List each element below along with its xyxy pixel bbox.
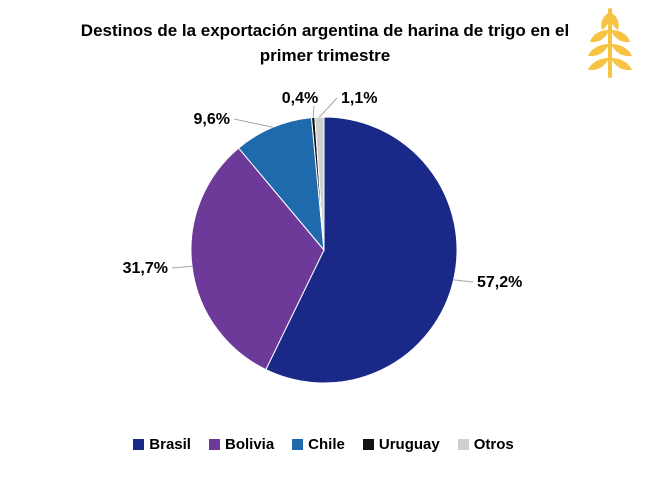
legend-item-brasil: Brasil: [133, 436, 191, 453]
leader-line-otros: [319, 97, 338, 118]
legend-label-bolivia: Bolivia: [224, 436, 275, 453]
leader-line-chile: [233, 118, 273, 128]
pie-slice-chile: [237, 117, 325, 252]
legend-swatch-brasil: [133, 439, 145, 450]
data-label-bolivia: 31,7%: [123, 260, 168, 277]
data-label-otros: 1,1%: [341, 90, 377, 107]
data-label-chile: 9,6%: [194, 111, 230, 128]
legend: Brasil Bolivia Chile Uruguay Otros: [0, 436, 647, 453]
chart-title: Destinos de la exportación argentina de …: [80, 21, 570, 65]
legend-label-uruguay: Uruguay: [378, 436, 440, 453]
legend-label-brasil: Brasil: [149, 436, 191, 453]
leader-line-brasil: [453, 279, 474, 283]
wheat-logo-icon: [588, 8, 632, 78]
data-label-brasil: 57,2%: [477, 274, 522, 291]
legend-label-otros: Otros: [473, 436, 514, 453]
legend-swatch-bolivia: [208, 439, 220, 450]
data-label-uruguay: 0,4%: [282, 90, 318, 107]
legend-swatch-chile: [292, 439, 304, 450]
legend-item-bolivia: Bolivia: [208, 436, 275, 453]
leader-line-uruguay: [312, 105, 315, 118]
leader-line-bolivia: [171, 265, 193, 269]
legend-swatch-otros: [457, 439, 469, 450]
legend-label-chile: Chile: [308, 436, 345, 453]
legend-item-uruguay: Uruguay: [362, 436, 440, 453]
pie-slice-otros: [314, 116, 325, 251]
legend-swatch-uruguay: [362, 439, 374, 450]
legend-item-chile: Chile: [292, 436, 345, 453]
legend-item-otros: Otros: [457, 436, 514, 453]
